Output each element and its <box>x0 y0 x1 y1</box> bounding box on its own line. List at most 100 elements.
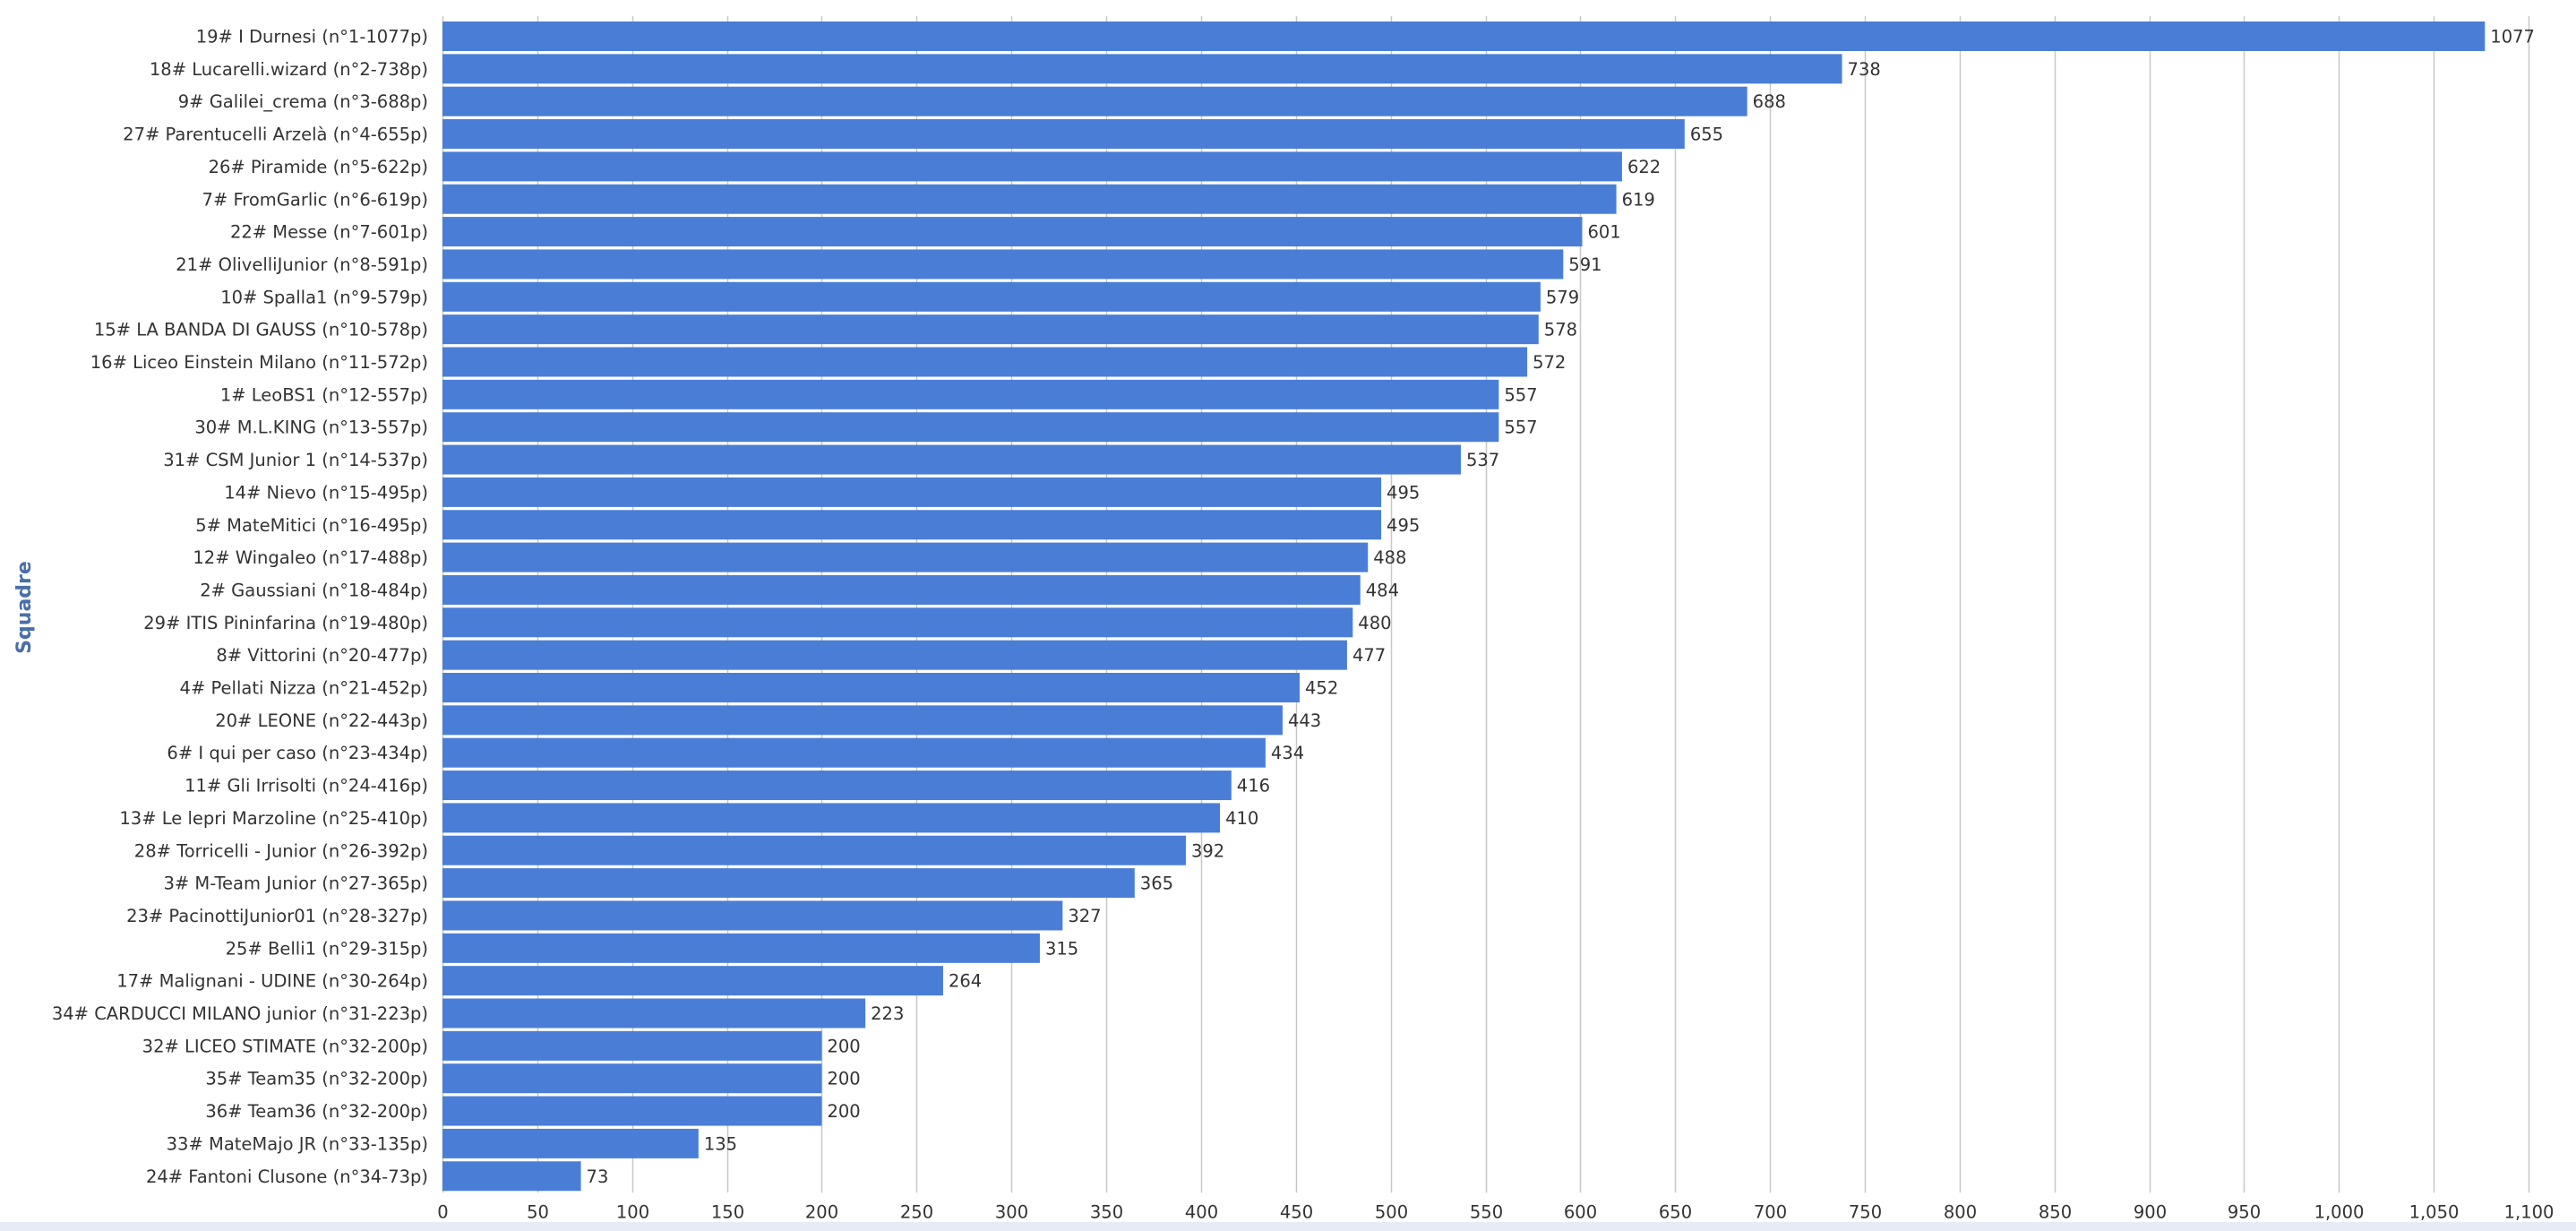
bar <box>442 1063 822 1094</box>
category-label: 8# Vittorini (n°20-477p) <box>216 645 428 666</box>
value-label: 484 <box>1366 580 1399 600</box>
bar <box>442 998 866 1029</box>
category-label: 24# Fantoni Clusone (n°34-73p) <box>146 1166 428 1187</box>
x-tick-label: 650 <box>1659 1201 1692 1222</box>
category-label: 7# FromGarlic (n°6-619p) <box>202 189 428 210</box>
bar <box>442 347 1528 377</box>
bar <box>442 1030 822 1061</box>
bar <box>442 314 1539 345</box>
value-label: 557 <box>1504 418 1537 438</box>
x-tick-label: 950 <box>2228 1201 2261 1222</box>
bar <box>442 412 1499 443</box>
x-tick-label: 550 <box>1470 1201 1503 1222</box>
value-label: 452 <box>1305 678 1338 699</box>
category-label: 14# Nievo (n°15-495p) <box>224 482 428 503</box>
bar <box>442 803 1221 833</box>
x-tick-label: 0 <box>437 1201 448 1222</box>
category-label: 11# Gli Irrisolti (n°24-416p) <box>185 776 428 796</box>
x-tick-label: 500 <box>1375 1201 1408 1222</box>
bar <box>442 737 1266 768</box>
value-label: 622 <box>1627 157 1661 177</box>
value-label: 223 <box>871 1003 904 1024</box>
x-tick-label: 850 <box>2039 1201 2072 1222</box>
bar <box>442 119 1685 150</box>
x-tick-label: 750 <box>1849 1201 1882 1222</box>
value-label: 443 <box>1288 710 1321 731</box>
value-label: 495 <box>1387 515 1420 536</box>
category-label: 32# LICEO STIMATE (n°32-200p) <box>142 1036 428 1056</box>
category-label: 3# M-Team Junior (n°27-365p) <box>163 874 428 894</box>
category-label: 5# MateMitici (n°16-495p) <box>195 515 428 536</box>
bottom-strip <box>0 1222 2576 1231</box>
x-tick-label: 450 <box>1280 1201 1313 1222</box>
bar <box>442 900 1063 931</box>
value-label: 601 <box>1587 222 1620 243</box>
category-label: 31# CSM Junior 1 (n°14-537p) <box>163 450 428 470</box>
category-label: 17# Malignani - UDINE (n°30-264p) <box>116 971 428 992</box>
bar <box>442 477 1382 507</box>
bar <box>442 184 1617 214</box>
bar <box>442 444 1461 475</box>
category-label: 19# I Durnesi (n°1-1077p) <box>196 27 428 47</box>
x-tick-label: 350 <box>1090 1201 1123 1222</box>
category-label: 20# LEONE (n°22-443p) <box>215 710 428 731</box>
category-label: 15# LA BANDA DI GAUSS (n°10-578p) <box>94 320 428 340</box>
value-label: 495 <box>1387 482 1420 503</box>
category-label: 21# OlivelliJunior (n°8-591p) <box>176 254 428 275</box>
category-label: 33# MateMajo JR (n°33-135p) <box>167 1133 428 1154</box>
category-label: 34# CARDUCCI MILANO junior (n°31-223p) <box>52 1003 428 1024</box>
value-label: 591 <box>1568 254 1601 275</box>
x-tick-label: 800 <box>1944 1201 1977 1222</box>
category-label: 25# Belli1 (n°29-315p) <box>226 938 428 959</box>
bar <box>442 673 1301 702</box>
category-label: 36# Team36 (n°32-200p) <box>205 1101 428 1122</box>
value-label: 655 <box>1690 125 1723 145</box>
bar <box>442 86 1747 116</box>
category-label: 22# Messe (n°7-601p) <box>230 222 428 243</box>
value-label: 264 <box>949 971 982 992</box>
value-label: 537 <box>1466 450 1499 470</box>
value-label: 416 <box>1237 776 1270 796</box>
category-label: 2# Gaussiani (n°18-484p) <box>200 580 428 600</box>
category-label: 28# Torricelli - Junior (n°26-392p) <box>134 840 428 861</box>
category-label: 10# Spalla1 (n°9-579p) <box>220 287 428 307</box>
category-label: 26# Piramide (n°5-622p) <box>209 157 428 177</box>
value-label: 365 <box>1140 874 1173 894</box>
value-label: 410 <box>1225 808 1258 829</box>
x-tick-label: 1,000 <box>2314 1201 2365 1222</box>
category-label: 9# Galilei_crema (n°3-688p) <box>178 91 428 112</box>
bar <box>442 249 1564 280</box>
x-tick-label: 200 <box>805 1201 838 1222</box>
bar <box>442 1161 581 1192</box>
y-axis-title: Squadre <box>13 561 36 654</box>
value-label: 434 <box>1271 743 1304 763</box>
value-label: 135 <box>704 1133 737 1154</box>
value-label: 572 <box>1533 352 1566 373</box>
value-label: 738 <box>1848 59 1881 80</box>
bar <box>442 54 1842 84</box>
x-tick-label: 400 <box>1185 1201 1218 1222</box>
value-label: 477 <box>1352 645 1386 666</box>
value-label: 480 <box>1358 613 1391 633</box>
category-label: 1# LeoBS1 (n°12-557p) <box>220 384 428 405</box>
x-tick-label: 300 <box>995 1201 1028 1222</box>
bar <box>442 281 1541 312</box>
bar <box>442 542 1369 572</box>
bar <box>442 966 943 996</box>
value-label: 488 <box>1373 547 1406 568</box>
bar <box>442 379 1499 409</box>
x-tick-label: 1,100 <box>2504 1201 2555 1222</box>
bar <box>442 217 1583 247</box>
x-tick-labels: 0 50 100 150 200 250 300 350 400 450 500 550 600 650 7… <box>437 1201 2554 1222</box>
bar <box>442 151 1622 182</box>
value-label: 200 <box>827 1069 860 1089</box>
bar <box>442 933 1040 963</box>
category-label: 30# M.L.KING (n°13-557p) <box>194 418 428 438</box>
bar <box>442 510 1382 540</box>
bars <box>442 22 2486 1192</box>
bar <box>442 1096 822 1126</box>
value-label: 392 <box>1191 840 1224 861</box>
bar <box>442 640 1347 670</box>
x-tick-label: 250 <box>900 1201 933 1222</box>
